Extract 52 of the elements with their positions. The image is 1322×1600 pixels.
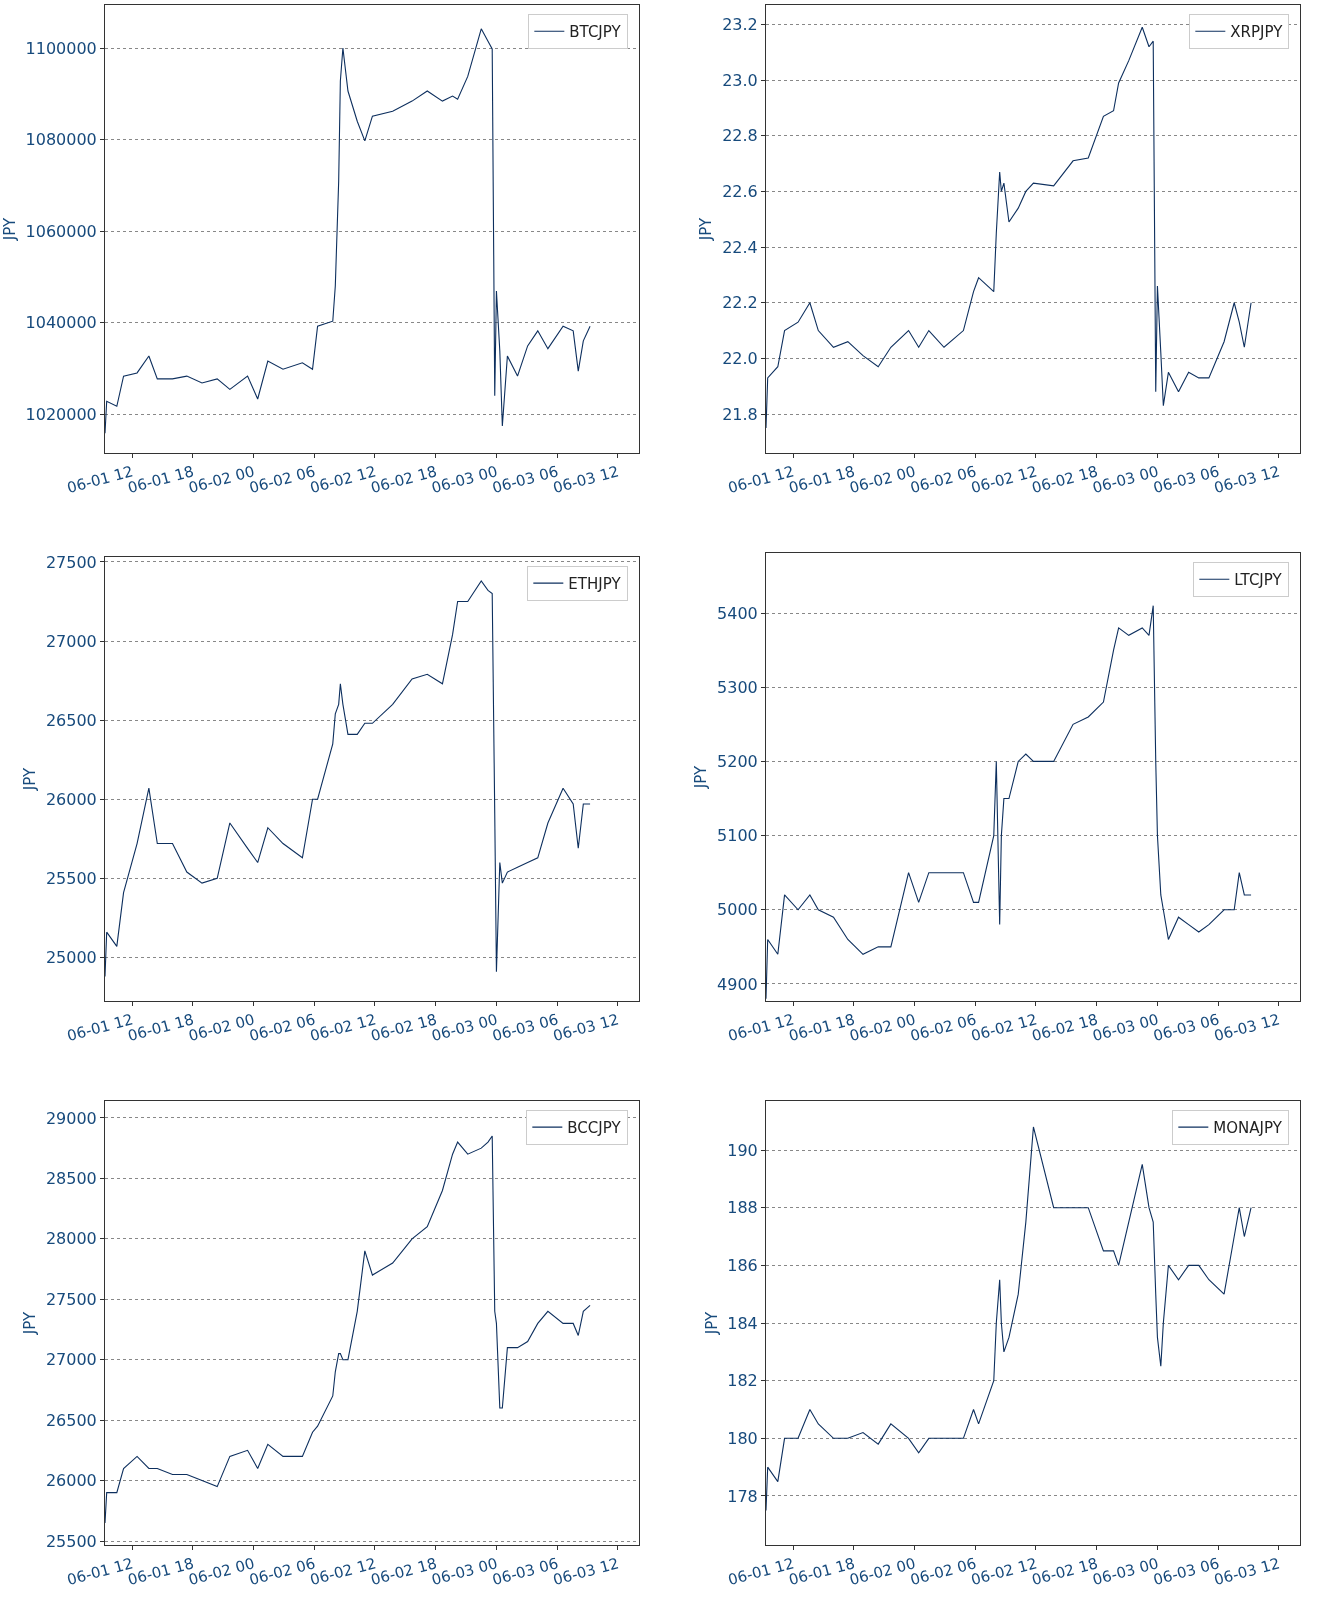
y-tick-label: 22.2 [722, 293, 758, 313]
y-tick-label: 25500 [45, 868, 97, 888]
y-tick-label: 190 [727, 1140, 758, 1160]
y-tick-label: 182 [727, 1371, 758, 1391]
y-tick-label: 22.4 [722, 237, 758, 257]
y-tick-label: 186 [727, 1255, 758, 1275]
y-tick-label: 184 [727, 1313, 758, 1333]
y-tick-label: 22.0 [722, 348, 758, 368]
y-tick-label: 26000 [45, 789, 97, 809]
y-tick-label: 188 [727, 1198, 758, 1218]
y-tick-label: 22.8 [722, 126, 758, 146]
y-tick-label: 26000 [45, 1471, 97, 1491]
y-tick-label: 21.8 [722, 404, 758, 424]
y-tick-label: 22.6 [722, 182, 758, 202]
y-axis-title: JPY [21, 767, 40, 792]
legend-label: XRPJPY [1230, 23, 1284, 42]
y-tick-label: 1040000 [25, 313, 97, 333]
y-tick-label: 23.2 [722, 15, 758, 35]
y-tick-label: 5100 [717, 826, 758, 846]
y-tick-label: 27500 [45, 552, 97, 572]
y-tick-label: 25000 [45, 948, 97, 968]
legend-label: BCCJPY [567, 1118, 622, 1137]
y-tick-label: 25500 [45, 1531, 97, 1551]
y-axis-title: JPY [697, 217, 716, 242]
y-tick-label: 1100000 [25, 38, 97, 58]
y-tick-label: 5300 [717, 677, 758, 697]
y-tick-label: 28000 [45, 1229, 97, 1249]
y-axis-title: JPY [21, 1311, 40, 1336]
y-tick-label: 1080000 [25, 130, 97, 150]
y-tick-label: 5400 [717, 603, 758, 623]
y-tick-label: 27500 [45, 1289, 97, 1309]
y-tick-label: 27000 [45, 1350, 97, 1370]
y-tick-label: 5000 [717, 900, 758, 920]
legend-label: MONAJPY [1213, 1118, 1283, 1137]
y-tick-label: 1020000 [25, 404, 97, 424]
y-tick-label: 26500 [45, 1410, 97, 1430]
y-tick-label: 4900 [717, 974, 758, 994]
legend-label: BTCJPY [569, 23, 622, 42]
y-tick-label: 28500 [45, 1168, 97, 1188]
y-tick-label: 26500 [45, 710, 97, 730]
legend-label: ETHJPY [568, 574, 622, 593]
y-axis-title: JPY [0, 217, 19, 242]
y-tick-label: 178 [727, 1486, 758, 1506]
y-tick-label: 180 [727, 1428, 758, 1448]
y-tick-label: 29000 [45, 1108, 97, 1128]
y-tick-label: 27000 [45, 631, 97, 651]
y-axis-title: JPY [692, 765, 711, 790]
legend-label: LTCJPY [1234, 571, 1283, 590]
y-tick-label: 5200 [717, 752, 758, 772]
y-tick-label: 23.0 [722, 70, 758, 90]
y-axis-title: JPY [702, 1311, 721, 1336]
y-tick-label: 1060000 [25, 221, 97, 241]
